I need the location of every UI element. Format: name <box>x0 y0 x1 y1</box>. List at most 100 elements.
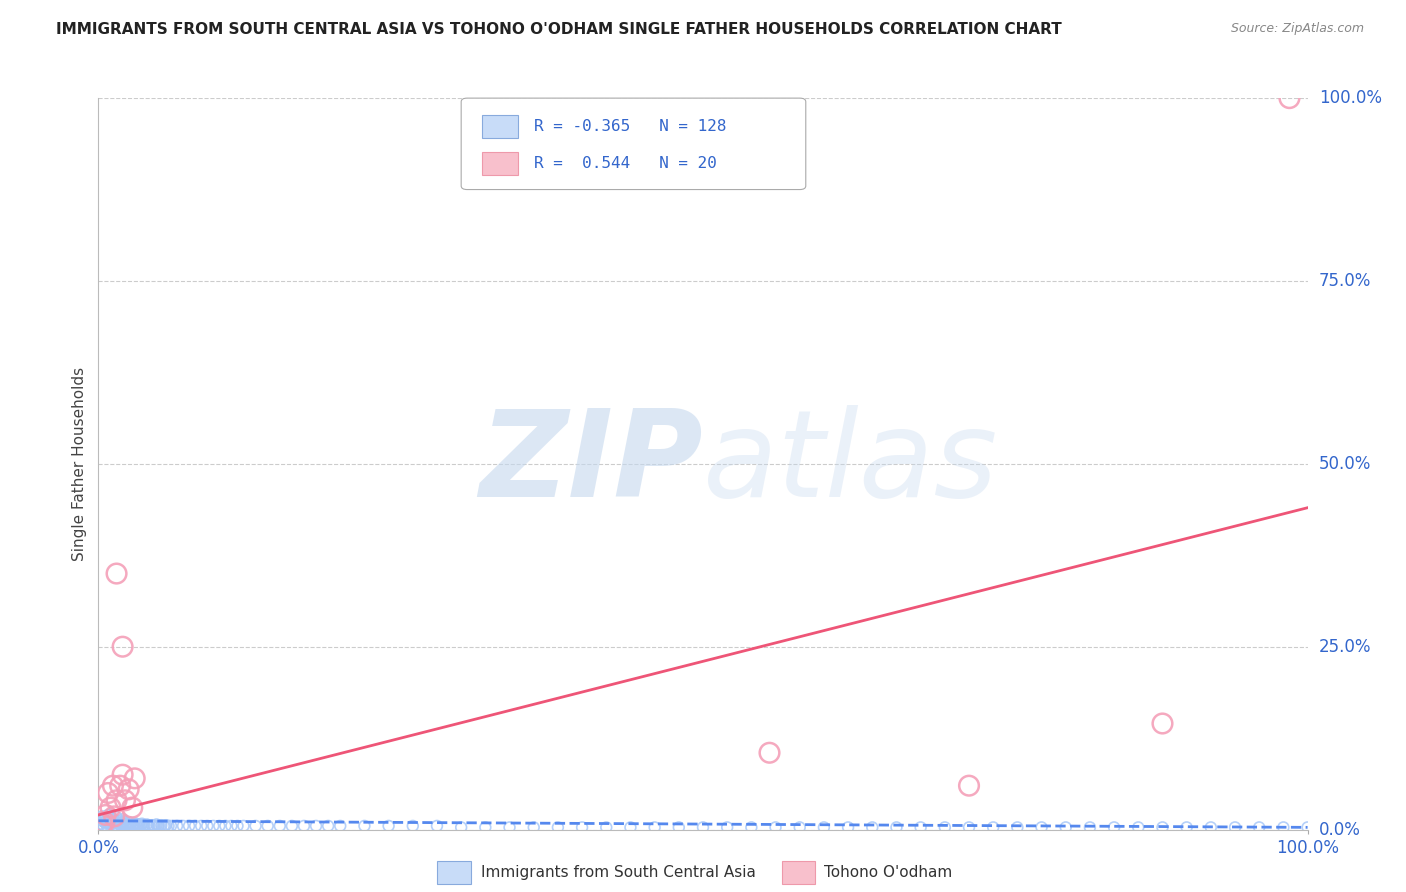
Point <box>141 818 163 832</box>
Point <box>91 809 114 823</box>
Point <box>100 814 122 829</box>
Point <box>136 819 159 833</box>
Point <box>202 819 225 833</box>
Point <box>547 821 569 835</box>
FancyBboxPatch shape <box>482 115 517 138</box>
Point <box>125 816 148 830</box>
Point <box>146 819 169 833</box>
Point <box>668 821 690 835</box>
Point <box>103 809 125 823</box>
Point <box>402 819 425 833</box>
Point <box>97 816 120 830</box>
Point <box>1278 91 1301 105</box>
Point <box>837 821 859 835</box>
Point <box>111 640 134 654</box>
Point <box>128 819 150 833</box>
Point <box>100 800 122 814</box>
Point <box>1102 821 1125 835</box>
Text: Tohono O'odham: Tohono O'odham <box>824 865 952 880</box>
Point <box>150 818 173 832</box>
Point <box>226 819 249 833</box>
Text: IMMIGRANTS FROM SOUTH CENTRAL ASIA VS TOHONO O'ODHAM SINGLE FATHER HOUSEHOLDS CO: IMMIGRANTS FROM SOUTH CENTRAL ASIA VS TO… <box>56 22 1062 37</box>
Text: ZIP: ZIP <box>479 405 703 523</box>
Point <box>111 767 134 781</box>
Point <box>160 819 183 833</box>
Point <box>232 819 254 833</box>
Point <box>595 821 617 835</box>
Point <box>111 813 134 827</box>
Point <box>101 816 124 830</box>
Point <box>758 746 780 760</box>
Point <box>143 819 166 833</box>
Point <box>111 817 134 831</box>
Point <box>245 819 267 833</box>
Point <box>94 808 117 822</box>
Point <box>91 816 114 830</box>
Point <box>112 814 135 829</box>
Point <box>108 779 131 793</box>
Point <box>93 815 115 830</box>
Point <box>1152 716 1174 731</box>
Point <box>523 821 546 835</box>
Point <box>305 819 328 833</box>
Point <box>115 816 138 830</box>
Point <box>100 817 122 831</box>
Point <box>1249 821 1271 835</box>
Point <box>184 819 207 833</box>
Point <box>118 818 141 832</box>
FancyBboxPatch shape <box>461 98 806 190</box>
Point <box>619 821 641 835</box>
Point <box>94 814 117 828</box>
Point <box>474 821 496 835</box>
Point <box>103 813 125 827</box>
Point <box>177 819 201 833</box>
Point <box>105 793 128 807</box>
Point <box>377 819 399 833</box>
Point <box>138 819 160 833</box>
Point <box>142 818 165 832</box>
Point <box>740 821 762 835</box>
Point <box>107 816 129 830</box>
Point <box>127 817 149 831</box>
Y-axis label: Single Father Households: Single Father Households <box>72 367 87 561</box>
Point <box>108 818 131 832</box>
Point <box>129 818 152 832</box>
Point <box>93 812 115 826</box>
Point <box>97 808 120 822</box>
Point <box>1128 821 1150 835</box>
Point <box>135 817 157 831</box>
Point <box>110 816 132 830</box>
Point <box>124 819 146 833</box>
Point <box>166 819 188 833</box>
Point <box>96 816 118 830</box>
Point <box>107 815 129 830</box>
Point <box>134 819 156 833</box>
Point <box>157 819 180 833</box>
Point <box>214 819 236 833</box>
Point <box>145 817 167 831</box>
Text: atlas: atlas <box>703 405 998 523</box>
Point <box>426 819 449 833</box>
Point <box>1272 821 1295 835</box>
Point <box>195 819 218 833</box>
Text: 25.0%: 25.0% <box>1319 638 1371 656</box>
Point <box>93 815 115 830</box>
Point <box>103 813 125 827</box>
Point <box>91 818 114 832</box>
Point <box>114 819 136 833</box>
Text: Source: ZipAtlas.com: Source: ZipAtlas.com <box>1230 22 1364 36</box>
Point <box>114 793 136 807</box>
Point <box>118 782 141 797</box>
Text: 0.0%: 0.0% <box>1319 821 1361 838</box>
Point <box>716 821 738 835</box>
Point <box>644 821 666 835</box>
Point <box>121 817 143 831</box>
Point <box>118 815 141 830</box>
Point <box>269 819 291 833</box>
Point <box>101 779 124 793</box>
FancyBboxPatch shape <box>782 861 815 884</box>
Point <box>329 819 352 833</box>
Point <box>1152 821 1174 835</box>
Point <box>172 819 194 833</box>
Point <box>108 814 131 828</box>
